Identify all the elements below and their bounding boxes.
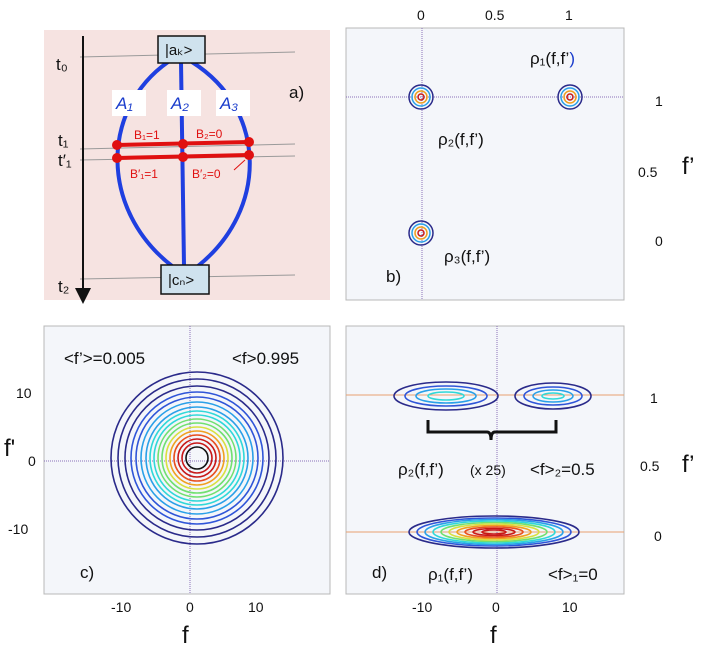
path-label-a2: A₂ (170, 94, 189, 113)
brace (426, 420, 558, 441)
panel-d-xtick: 0 (492, 599, 500, 615)
panel-a: t₀ t₁ t′₁ t₂ A₁ A₂ A₃ B₁=1 B₂=0 B′₁=1 B′… (44, 30, 330, 304)
panel-b-ytick: 1 (655, 93, 663, 109)
panel-d-rho2: ρ₂(f,f’) (398, 460, 444, 479)
panel-d-ytick: 0.5 (640, 458, 660, 474)
panel-c-xtick: 0 (186, 599, 194, 615)
state-label-top: |aₖ> (165, 42, 193, 59)
record-dot (244, 150, 254, 160)
panel-d-mean1: <f>₁=0 (548, 565, 598, 584)
panel-letter-a: a) (289, 83, 304, 102)
path-a3 (190, 60, 252, 268)
path-label-a3: A₃ (219, 94, 238, 113)
panel-letter-d: d) (372, 563, 387, 582)
time-label-t1: t₁ (58, 131, 69, 150)
panel-d-frame (345, 325, 625, 595)
panel-c-xtick: 10 (248, 599, 264, 615)
panel-d-rho2-scale: (x 25) (470, 462, 506, 478)
panel-b-frame (345, 27, 625, 301)
blob-rho1 (557, 84, 583, 110)
label-rho3: ρ₃(f,f’) (444, 247, 490, 266)
state-label-bottom: |cₙ> (168, 272, 194, 289)
time-label-t0: t₀ (56, 55, 68, 74)
contour-rings-c (110, 371, 284, 545)
panel-d: ρ₂(f,f’) (x 25) <f>₂=0.5 ρ₁(f,f’) <f>₁=0… (345, 325, 694, 649)
record-label-b2p: B′₂=0 (192, 167, 221, 181)
panel-d-xtick: 10 (562, 599, 578, 615)
panel-b-xtick: 0.5 (485, 7, 505, 23)
record-dot (178, 139, 188, 149)
panel-c: 10 0 -10 -10 0 10 f f' <f’>=0.005 <f>0.9… (4, 325, 331, 649)
panel-b: 0 0.5 1 1 0.5 0 f’ ρ₁(f,f’) ρ₂(f,f’) ρ₃(… (345, 7, 694, 301)
panel-b-ytick: 0 (655, 233, 663, 249)
label-rho2: ρ₂(f,f’) (438, 130, 484, 149)
panel-c-ytick: -10 (8, 521, 28, 537)
path-label-a1: A₁ (115, 94, 133, 113)
panel-c-xaxis-label: f (182, 622, 189, 649)
record-label-b2: B₂=0 (196, 127, 223, 141)
record-label-b1p: B′₁=1 (130, 167, 158, 181)
panel-d-ytick: 1 (650, 390, 658, 406)
label-rho1: ρ₁(f,f’) (530, 49, 575, 68)
panel-d-xtick: -10 (412, 599, 432, 615)
panel-d-xaxis-label: f (490, 622, 497, 649)
panel-b-xtick: 1 (565, 7, 573, 23)
panel-letter-b: b) (386, 267, 401, 286)
record-dot (178, 152, 188, 162)
blob-d-upper-left (393, 381, 499, 411)
time-label-t1p: t′₁ (58, 151, 72, 170)
panel-a-background (44, 30, 330, 300)
panel-b-xtick: 0 (417, 7, 425, 23)
panel-d-rho1: ρ₁(f,f’) (428, 565, 473, 584)
panel-c-mean-f: <f>0.995 (232, 349, 299, 368)
blob-rho2 (408, 84, 434, 110)
state-box-top (157, 35, 206, 64)
blob-rho3 (408, 220, 434, 246)
panel-d-ytick: 0 (654, 528, 662, 544)
panel-c-yaxis-label: f' (4, 435, 15, 462)
panel-c-ytick: 0 (28, 453, 36, 469)
panel-c-mean-fp: <f’>=0.005 (64, 349, 145, 368)
panel-c-xtick: -10 (111, 599, 131, 615)
state-box-bottom (160, 264, 210, 295)
time-label-t2: t₂ (58, 277, 69, 296)
panel-letter-c: c) (80, 563, 94, 582)
panel-b-yaxis-label: f’ (682, 153, 694, 180)
record-dot (112, 153, 122, 163)
blob-d-upper-right (514, 382, 592, 410)
record-pointer (233, 159, 246, 171)
record-label-b1: B₁=1 (134, 128, 160, 142)
record-dot (244, 137, 254, 147)
panel-d-mean2: <f>₂=0.5 (530, 460, 595, 479)
panel-b-ytick: 0.5 (638, 164, 658, 180)
panel-c-ytick: 10 (16, 385, 32, 401)
blob-d-lower (408, 515, 580, 549)
panel-d-yaxis-label: f’ (682, 451, 694, 478)
record-dot (112, 140, 122, 150)
